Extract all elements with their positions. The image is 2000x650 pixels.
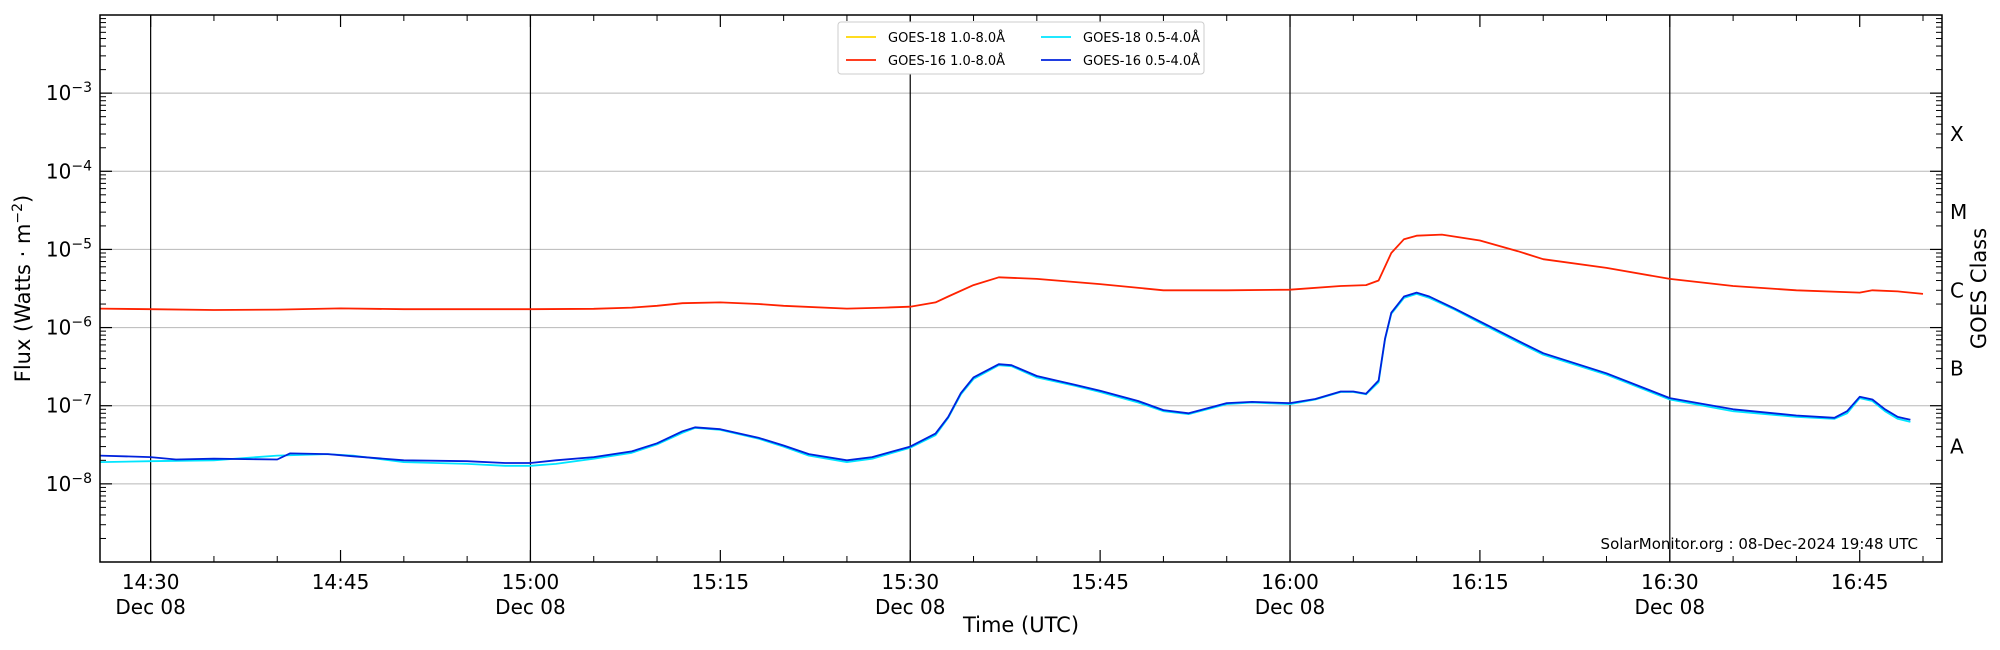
y-tick-label: 10−4 bbox=[46, 158, 92, 183]
goes-class-label: A bbox=[1950, 435, 1964, 459]
x-tick-label: 15:15 bbox=[692, 570, 750, 594]
goes-class-label: B bbox=[1950, 356, 1964, 380]
axis-ticks bbox=[100, 15, 1942, 562]
legend-entry: GOES-18 0.5-4.0Å bbox=[1083, 30, 1200, 46]
gridlines bbox=[100, 92, 1942, 485]
x-tick-sublabel: Dec 08 bbox=[1255, 595, 1326, 619]
x-tick-label: 16:30 bbox=[1641, 570, 1699, 594]
legend-entry: GOES-16 1.0-8.0Å bbox=[888, 53, 1005, 69]
legend-box bbox=[837, 21, 1205, 75]
y-tick-label: 10−8 bbox=[46, 471, 92, 496]
legend: GOES-18 1.0-8.0Å GOES-18 0.5-4.0Å GOES-16 … bbox=[837, 21, 1205, 75]
goes-class-labels: A B C M X bbox=[1950, 122, 1967, 459]
series-lines bbox=[99, 233, 1924, 467]
x-tick-sublabel: Dec 08 bbox=[875, 595, 946, 619]
goes-class-label: X bbox=[1950, 122, 1964, 146]
x-tick-sublabel: Dec 08 bbox=[495, 595, 566, 619]
x-tick-label: 14:30 bbox=[122, 570, 180, 594]
x-tick-sublabel: Dec 08 bbox=[115, 595, 186, 619]
y-axis-title: Flux (Watts · m−2) bbox=[10, 195, 35, 383]
y-tick-label: 10−3 bbox=[46, 80, 92, 105]
credit-text: SolarMonitor.org : 08-Dec-2024 19:48 UTC bbox=[1601, 535, 1918, 553]
series-line-goes-16-1-0-8-0- bbox=[99, 233, 1924, 311]
x-tick-label: 15:00 bbox=[502, 570, 560, 594]
legend-entry: GOES-18 1.0-8.0Å bbox=[888, 30, 1005, 46]
series-line-goes-16-0-5-4-0- bbox=[99, 291, 1911, 464]
day-vertical-lines bbox=[150, 15, 1671, 562]
y-tick-labels: 10−8 10−7 10−6 10−5 10−4 10−3 bbox=[46, 80, 92, 496]
goes-class-label: C bbox=[1950, 278, 1964, 302]
x-tick-label: 16:45 bbox=[1831, 570, 1889, 594]
x-tick-label: 15:30 bbox=[881, 570, 939, 594]
x-tick-label: 15:45 bbox=[1071, 570, 1129, 594]
x-axis-title: Time (UTC) bbox=[962, 613, 1079, 637]
series-line-goes-18-0-5-4-0- bbox=[99, 293, 1911, 467]
y-tick-label: 10−7 bbox=[46, 393, 92, 418]
goes-class-axis-title: GOES Class bbox=[1967, 228, 1991, 349]
x-tick-label: 16:15 bbox=[1451, 570, 1509, 594]
goes-class-label: M bbox=[1950, 200, 1967, 224]
legend-entry: GOES-16 0.5-4.0Å bbox=[1083, 53, 1200, 69]
y-tick-label: 10−6 bbox=[46, 315, 92, 340]
x-tick-sublabel: Dec 08 bbox=[1635, 595, 1706, 619]
x-tick-label: 14:45 bbox=[312, 570, 370, 594]
x-tick-label: 16:00 bbox=[1261, 570, 1319, 594]
y-tick-label: 10−5 bbox=[46, 236, 92, 261]
plot-frame bbox=[99, 14, 1943, 563]
